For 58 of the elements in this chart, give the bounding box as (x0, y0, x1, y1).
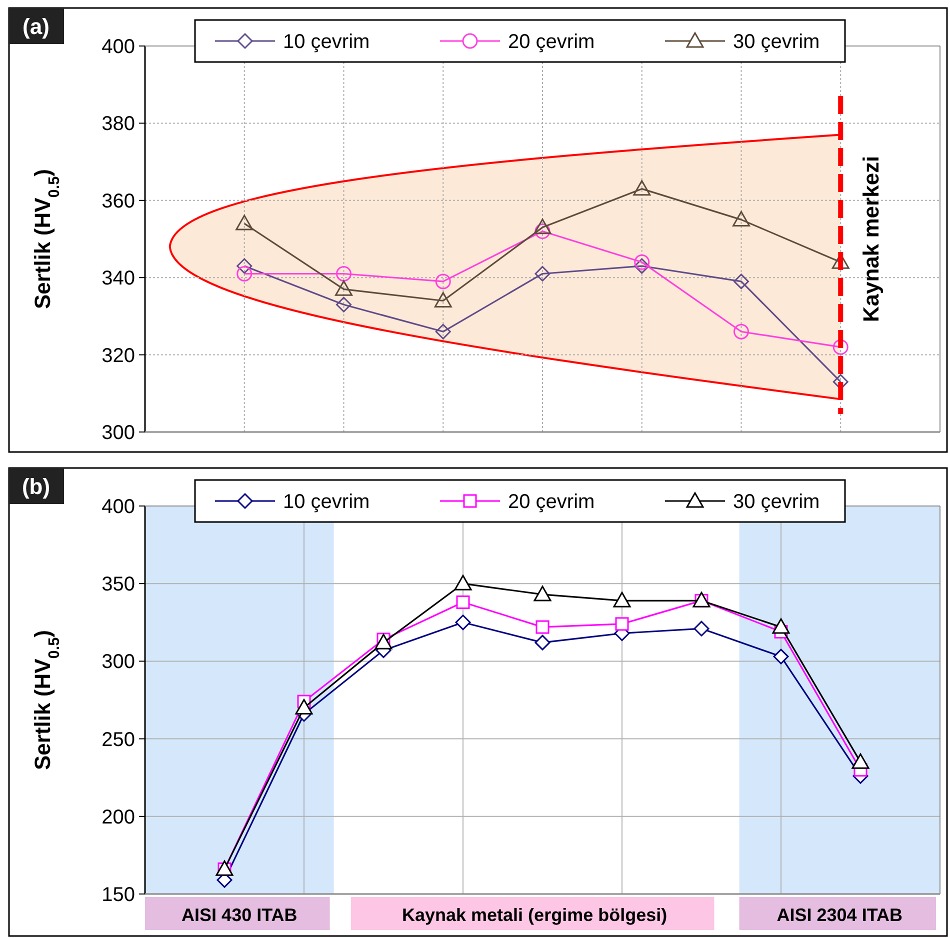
annotation: Kaynak merkezi (858, 156, 884, 322)
point (455, 614, 471, 630)
y-tick-label: 200 (102, 806, 135, 828)
point (634, 254, 650, 270)
text: Kaynak metali (ergime bölgesi) (402, 905, 668, 925)
point (454, 574, 472, 590)
chart-title: (a) (22, 14, 50, 39)
point (772, 618, 790, 634)
point (832, 339, 848, 355)
point (536, 620, 550, 634)
point (295, 699, 313, 715)
legend-label: 30 çevrim (733, 491, 820, 513)
point (773, 648, 789, 664)
point (236, 214, 254, 230)
point (435, 274, 451, 290)
legend-label: 20 çevrim (508, 31, 595, 53)
point (435, 324, 451, 340)
point (613, 592, 631, 608)
point (336, 296, 352, 312)
point (434, 292, 452, 308)
y-tick-label: 300 (102, 651, 135, 674)
legend-label: 20 çevrim (508, 491, 595, 513)
y-tick-label: 340 (102, 268, 135, 290)
point (534, 218, 552, 234)
point (852, 753, 870, 769)
point (534, 634, 550, 650)
legend-label: 10 çevrim (283, 31, 370, 53)
point (236, 266, 252, 282)
point (374, 634, 392, 650)
point (634, 258, 650, 274)
text: AISI 430 ITAB (182, 905, 298, 925)
legend-label: 30 çevrim (733, 31, 820, 53)
y-tick-label: 400 (102, 496, 135, 518)
y-tick-label: 400 (102, 36, 135, 58)
y-tick-label: 150 (102, 884, 135, 906)
point (336, 266, 352, 282)
y-tick-label: 250 (102, 728, 135, 751)
point (734, 324, 749, 340)
point (335, 280, 352, 296)
chart-title: (b) (22, 474, 50, 499)
y-tick-label: 360 (102, 190, 135, 212)
text: AISI 2304 ITAB (776, 905, 902, 925)
point (615, 617, 629, 631)
legend-label: 10 çevrim (283, 491, 370, 513)
point (732, 210, 750, 226)
y-tick-label: 320 (102, 344, 135, 367)
y-tick-label: 300 (102, 422, 135, 444)
point (633, 180, 651, 196)
point (456, 595, 470, 609)
point (534, 224, 550, 240)
y-tick-label: 380 (102, 113, 135, 136)
point (832, 374, 848, 390)
point (534, 266, 550, 282)
point (734, 274, 749, 290)
point (694, 620, 710, 636)
y-tick-label: 350 (102, 574, 135, 596)
point (236, 258, 252, 274)
point (534, 586, 552, 602)
